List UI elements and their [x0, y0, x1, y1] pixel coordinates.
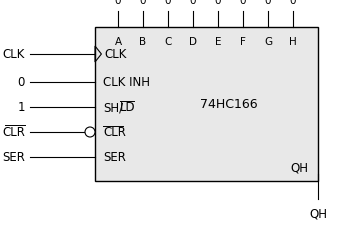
Circle shape — [85, 127, 95, 137]
Text: 74HC166: 74HC166 — [200, 98, 258, 111]
Text: 0: 0 — [290, 0, 296, 6]
Text: B: B — [139, 37, 146, 47]
Text: CLK: CLK — [104, 48, 127, 61]
Text: 0: 0 — [190, 0, 196, 6]
Text: 0: 0 — [240, 0, 246, 6]
Text: 1: 1 — [18, 101, 25, 114]
Text: CLR: CLR — [2, 126, 25, 139]
Text: SER: SER — [2, 151, 25, 164]
Text: CLK INH: CLK INH — [103, 76, 150, 89]
Text: 0: 0 — [215, 0, 221, 6]
Text: 0: 0 — [140, 0, 146, 6]
Text: A: A — [115, 37, 122, 47]
Text: QH: QH — [309, 207, 327, 220]
Text: 0: 0 — [265, 0, 271, 6]
Text: SH/: SH/ — [103, 101, 123, 114]
Text: SER: SER — [103, 151, 126, 164]
Text: F: F — [240, 37, 246, 47]
Text: CLK: CLK — [3, 48, 25, 61]
Text: E: E — [215, 37, 221, 47]
Text: QH: QH — [290, 161, 308, 174]
Text: 0: 0 — [165, 0, 171, 6]
Bar — [95, 28, 318, 181]
Text: C: C — [164, 37, 172, 47]
Text: D: D — [189, 37, 197, 47]
Text: H: H — [289, 37, 297, 47]
Text: 0: 0 — [18, 76, 25, 89]
Text: LD: LD — [120, 101, 136, 114]
Text: 0: 0 — [115, 0, 121, 6]
Text: G: G — [264, 37, 272, 47]
Text: CLR: CLR — [103, 126, 126, 139]
